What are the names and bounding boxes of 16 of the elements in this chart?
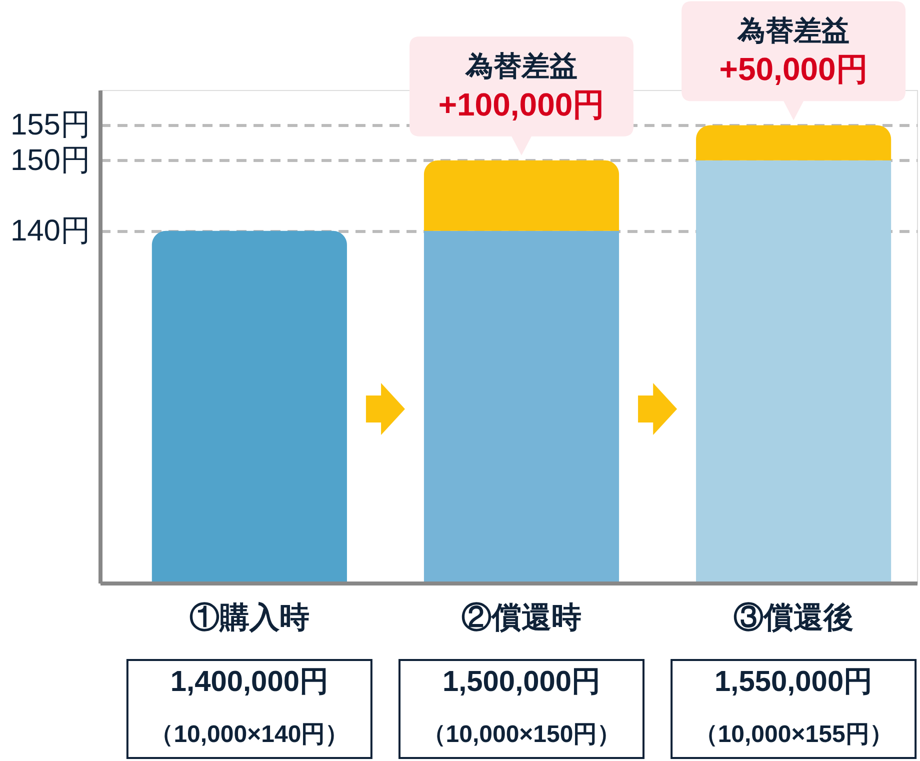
y-tick-label: 140円 bbox=[10, 214, 90, 248]
annotation: +50,000円 bbox=[719, 51, 868, 88]
y-tick-label: 155円 bbox=[10, 108, 90, 142]
text: （10,000×140円） bbox=[150, 721, 350, 748]
annotation: 為替差益 bbox=[464, 50, 578, 82]
text: （10,000×150円） bbox=[422, 721, 622, 748]
text: 1,500,000円 bbox=[442, 666, 600, 698]
text: （10,000×155円） bbox=[694, 721, 894, 748]
x-tick-label: ③償還後 bbox=[734, 602, 854, 634]
text: 1,550,000円 bbox=[714, 666, 873, 698]
x-tick-label: ①購入時 bbox=[189, 602, 310, 634]
annotation: +100,000円 bbox=[438, 86, 605, 122]
text: 1,400,000円 bbox=[170, 666, 328, 698]
y-tick-label: 150円 bbox=[10, 144, 90, 177]
x-tick-label: ②償還時 bbox=[461, 602, 582, 634]
annotation: 為替差益 bbox=[736, 15, 850, 46]
